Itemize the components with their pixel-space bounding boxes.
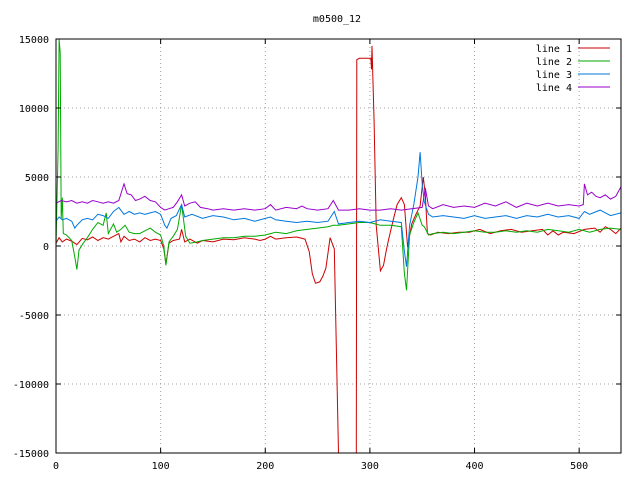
y-tick-label: 15000 bbox=[19, 35, 49, 46]
x-tick-label: 0 bbox=[53, 461, 59, 472]
series-line-2 bbox=[56, 39, 621, 291]
legend: line 1 line 2 line 3 line 4 bbox=[536, 44, 610, 94]
x-tick-label: 300 bbox=[361, 461, 379, 472]
y-tick-label: -5000 bbox=[19, 311, 49, 322]
axis-ticks: -15000 -10000 -5000 0 5000 10000 15000 0 100 200 3… bbox=[13, 35, 621, 472]
x-tick-label: 200 bbox=[256, 461, 274, 472]
y-tick-label: 10000 bbox=[19, 104, 49, 115]
series-line-1 bbox=[56, 45, 621, 453]
x-tick-label: 400 bbox=[465, 461, 483, 472]
x-tick-label: 100 bbox=[152, 461, 170, 472]
x-tick-label: 500 bbox=[570, 461, 588, 472]
legend-label-1: line 1 bbox=[536, 44, 572, 55]
y-tick-label: -10000 bbox=[13, 380, 49, 391]
plot-series bbox=[56, 39, 621, 453]
legend-label-3: line 3 bbox=[536, 70, 572, 81]
y-tick-label: 5000 bbox=[25, 173, 49, 184]
y-tick-label: 0 bbox=[43, 242, 49, 253]
y-tick-label: -15000 bbox=[13, 449, 49, 460]
legend-label-2: line 2 bbox=[536, 57, 572, 68]
legend-label-4: line 4 bbox=[536, 83, 572, 94]
grid-lines bbox=[56, 39, 621, 453]
chart-title: m0500_12 bbox=[313, 14, 361, 25]
series-line-4 bbox=[56, 182, 621, 211]
series-line-3 bbox=[56, 152, 621, 267]
